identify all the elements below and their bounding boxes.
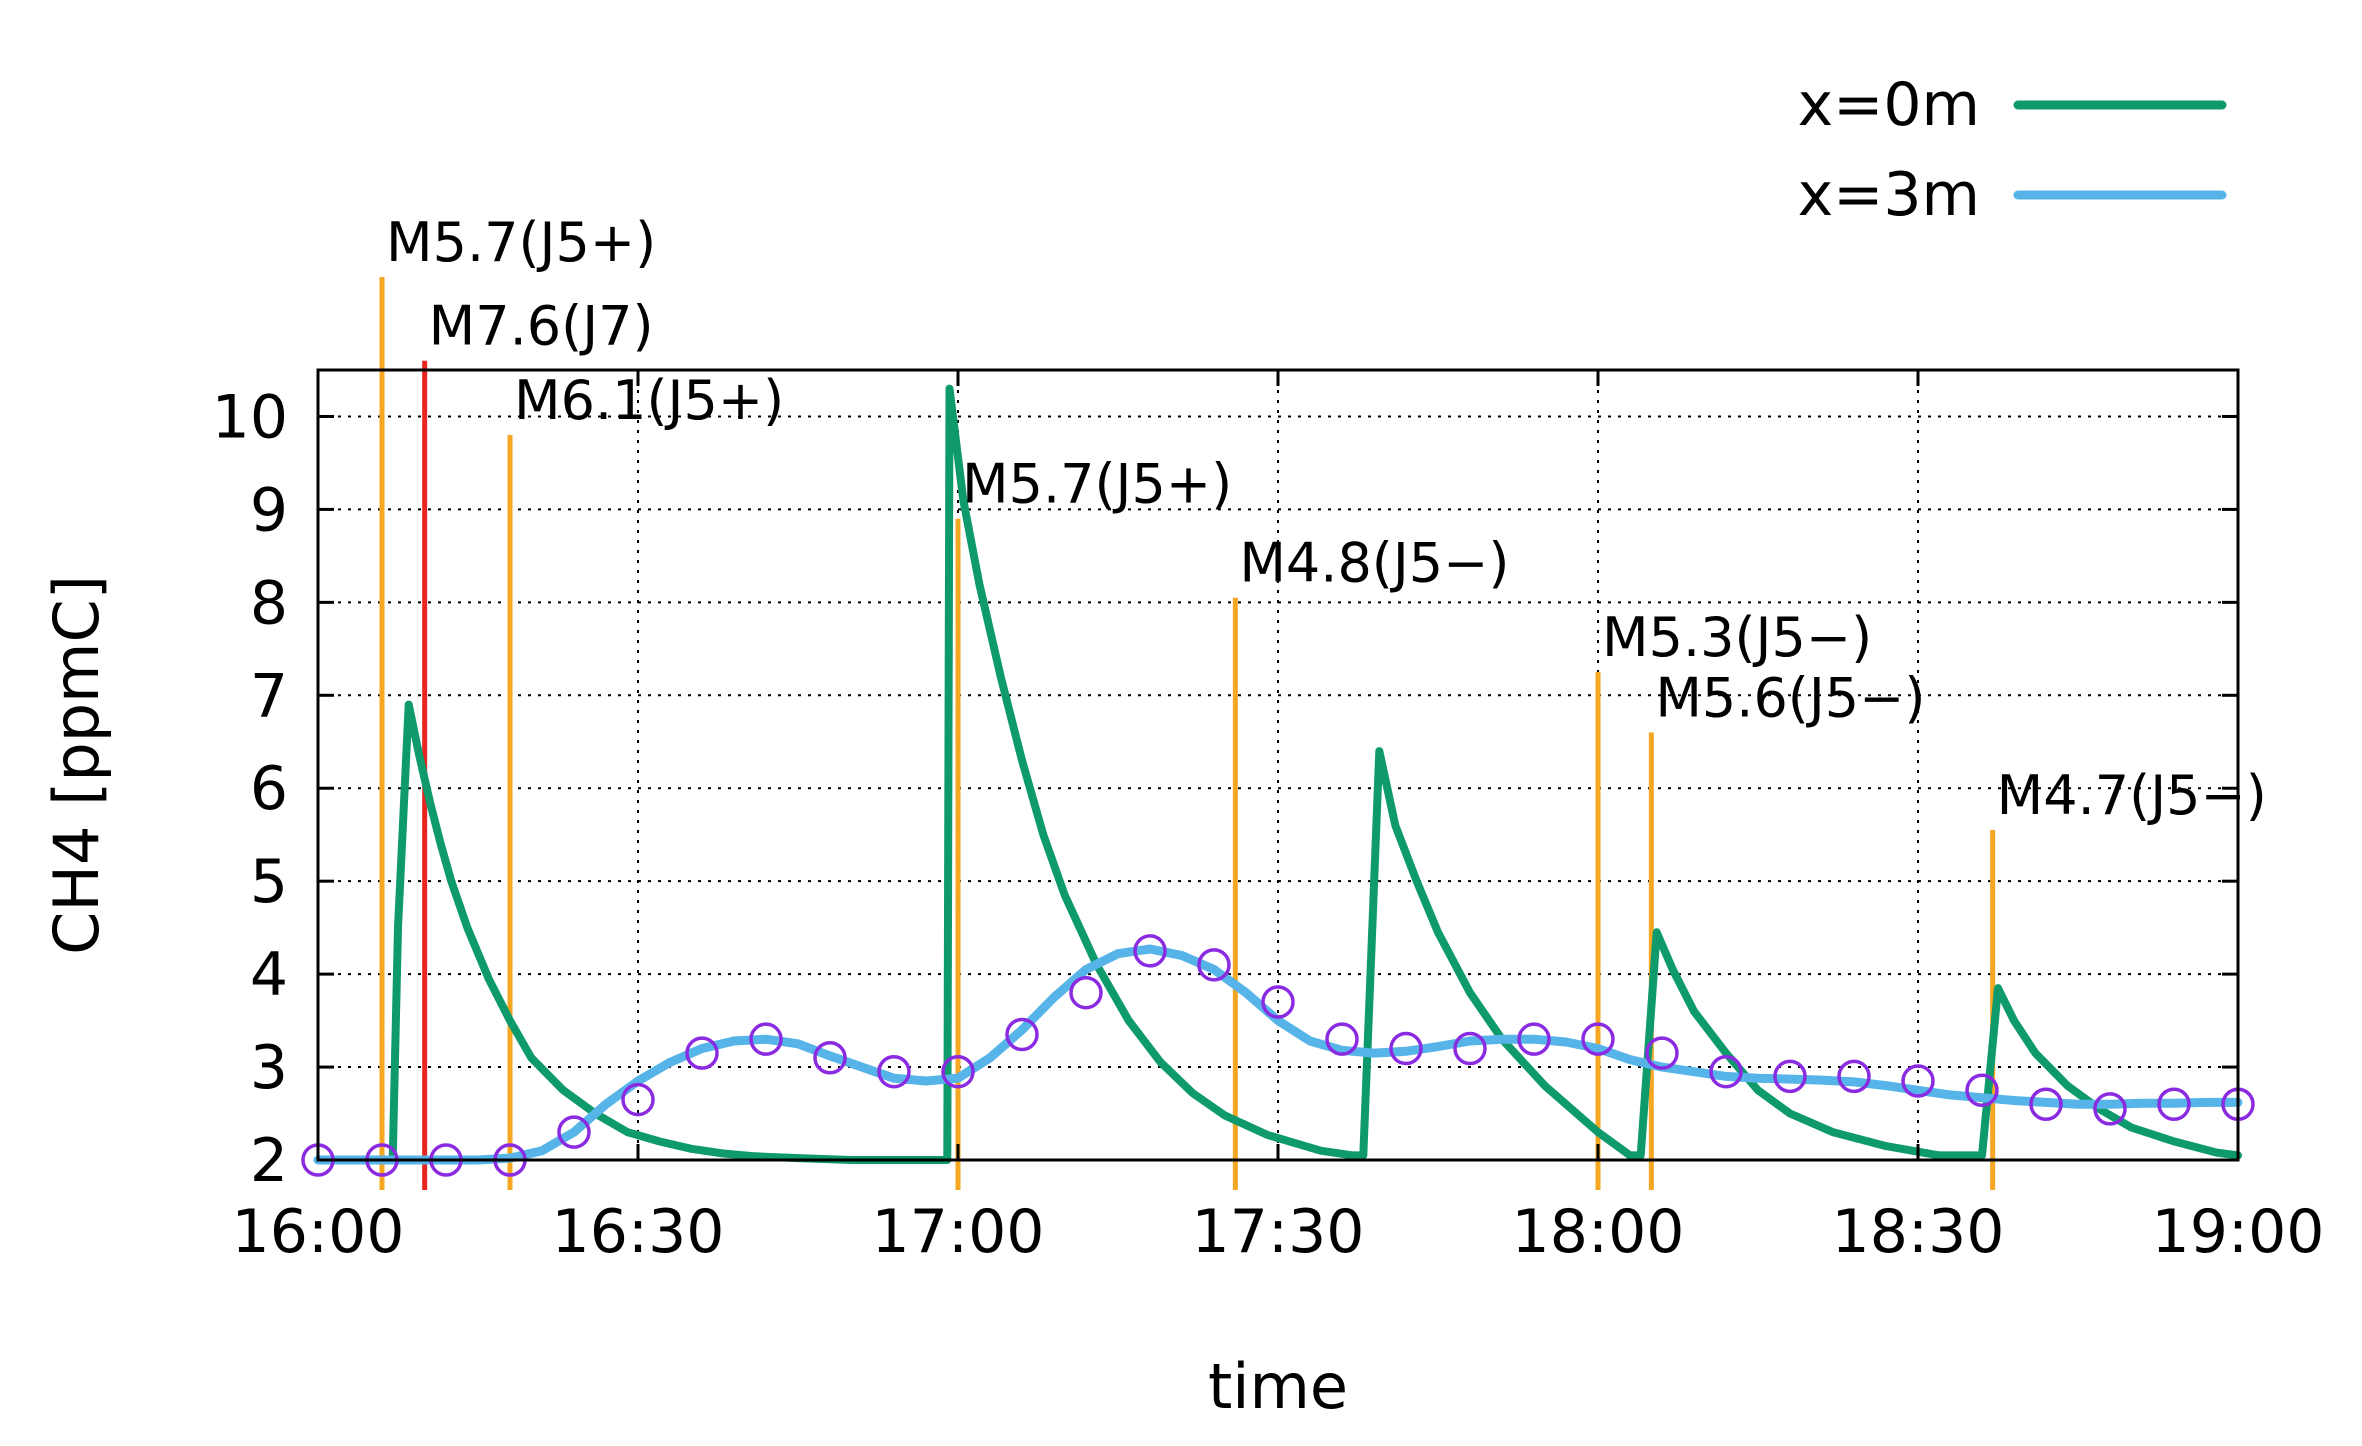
series-marker [1773,1059,1807,1094]
x-tick-label: 17:30 [1192,1197,1365,1267]
series-marker [749,1022,783,1056]
event-label: M6.1(J5+) [514,369,784,432]
y-tick-label: 6 [250,754,288,824]
x-tick-label: 16:00 [232,1197,405,1267]
event-label: M5.7(J5+) [962,453,1232,516]
y-tick-label: 9 [250,475,288,545]
series-marker [1389,1031,1423,1066]
y-tick-label: 3 [250,1033,288,1103]
series-marker [1645,1036,1679,1070]
series-marker [1197,948,1231,982]
y-tick-label: 7 [250,661,288,731]
x-axis-title: time [1208,1350,1348,1423]
series-marker [1133,934,1167,968]
y-tick-label: 8 [250,568,288,638]
series-line-x0 [314,384,2242,1164]
x-tick-label: 19:00 [2152,1197,2325,1267]
event-label: M5.7(J5+) [386,211,656,274]
tick-layer: 2 3 4 5 6 7 8 9 10 16:00 16:30 17:00 17:30 18:00 18:30… [212,370,2325,1267]
series-marker [1837,1059,1871,1094]
grid-layer [318,370,2238,1160]
event-label: M7.6(J7) [429,295,654,358]
legend: x=0m x=3m [1798,70,2227,230]
y-axis-title: CH4 [ppmC] [40,575,113,955]
series-marker [1901,1064,1935,1098]
y-tick-label: 4 [250,940,288,1010]
legend-label-x0: x=0m [1798,70,1980,140]
x-tick-label: 18:00 [1512,1197,1685,1267]
series-marker [1453,1031,1487,1066]
y-tick-label: 2 [250,1126,288,1196]
event-labels: M5.7(J5+)M7.6(J7)M6.1(J5+)M5.7(J5+)M4.8(… [386,211,2267,827]
series-marker [1581,1022,1615,1056]
series-marker [2029,1087,2063,1121]
series-marker [877,1054,911,1089]
series-layer [313,384,2243,1165]
series-marker [941,1054,975,1089]
series-marker [1005,1017,1039,1052]
series-marker [1261,985,1295,1019]
series-marker [1069,975,1103,1010]
y-tick-label: 5 [250,847,288,917]
series-marker [813,1041,847,1075]
series-marker [621,1082,655,1117]
y-tick-label: 10 [212,382,288,452]
series-marker [557,1115,591,1149]
series-marker [1965,1073,1999,1108]
x-tick-label: 17:00 [872,1197,1045,1267]
series-marker [2093,1092,2127,1126]
series-marker [1517,1022,1551,1056]
event-label: M4.7(J5−) [1997,764,2267,827]
series-marker [2157,1087,2191,1121]
event-label: M5.6(J5−) [1655,666,1925,729]
x-tick-label: 16:30 [552,1197,725,1267]
series-marker [1325,1022,1359,1056]
series-marker [685,1036,719,1070]
event-label: M4.8(J5−) [1239,532,1509,595]
series-marker [1709,1054,1743,1089]
event-label: M5.3(J5−) [1602,606,1872,669]
x-tick-label: 18:30 [1832,1197,2005,1267]
legend-label-x3: x=3m [1798,160,1980,230]
